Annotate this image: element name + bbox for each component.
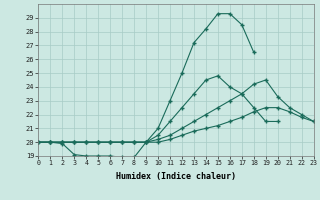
X-axis label: Humidex (Indice chaleur): Humidex (Indice chaleur) — [116, 172, 236, 181]
